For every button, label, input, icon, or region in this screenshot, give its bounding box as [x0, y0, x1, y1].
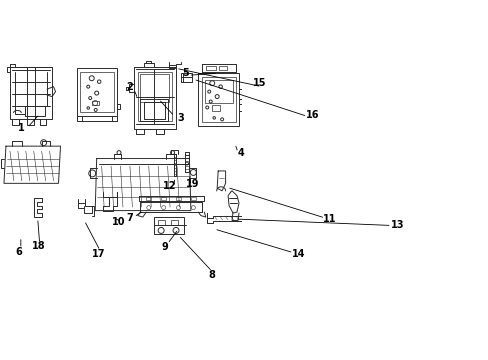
- Bar: [92, 100, 99, 105]
- Bar: [190, 197, 196, 200]
- Bar: [219, 66, 226, 70]
- Text: 5: 5: [182, 68, 189, 78]
- Text: 15: 15: [253, 78, 266, 88]
- Text: 10: 10: [112, 217, 125, 227]
- Bar: [202, 77, 235, 122]
- Text: 9: 9: [161, 242, 168, 252]
- Bar: [212, 105, 220, 111]
- Bar: [138, 72, 171, 121]
- Text: 19: 19: [185, 179, 199, 189]
- Text: 3: 3: [177, 113, 183, 123]
- Text: 18: 18: [32, 241, 45, 251]
- Bar: [171, 220, 178, 225]
- Bar: [157, 220, 165, 225]
- Bar: [77, 68, 116, 116]
- Text: 7: 7: [126, 213, 133, 223]
- Text: 16: 16: [305, 110, 319, 120]
- Bar: [80, 72, 113, 112]
- Text: 1: 1: [18, 123, 24, 133]
- Bar: [140, 74, 169, 102]
- Text: 13: 13: [390, 220, 404, 230]
- Bar: [161, 197, 166, 200]
- Bar: [146, 197, 151, 200]
- Text: 17: 17: [92, 249, 106, 259]
- Text: 8: 8: [208, 270, 215, 280]
- Text: 4: 4: [237, 148, 244, 158]
- Bar: [176, 197, 181, 200]
- Text: 14: 14: [291, 249, 305, 259]
- Text: 2: 2: [126, 82, 133, 92]
- Text: 6: 6: [16, 247, 22, 257]
- Bar: [205, 66, 215, 70]
- Bar: [153, 217, 184, 234]
- Text: 12: 12: [163, 181, 177, 191]
- Bar: [181, 73, 191, 82]
- Text: 11: 11: [322, 214, 335, 224]
- Bar: [204, 80, 232, 103]
- Bar: [198, 73, 239, 126]
